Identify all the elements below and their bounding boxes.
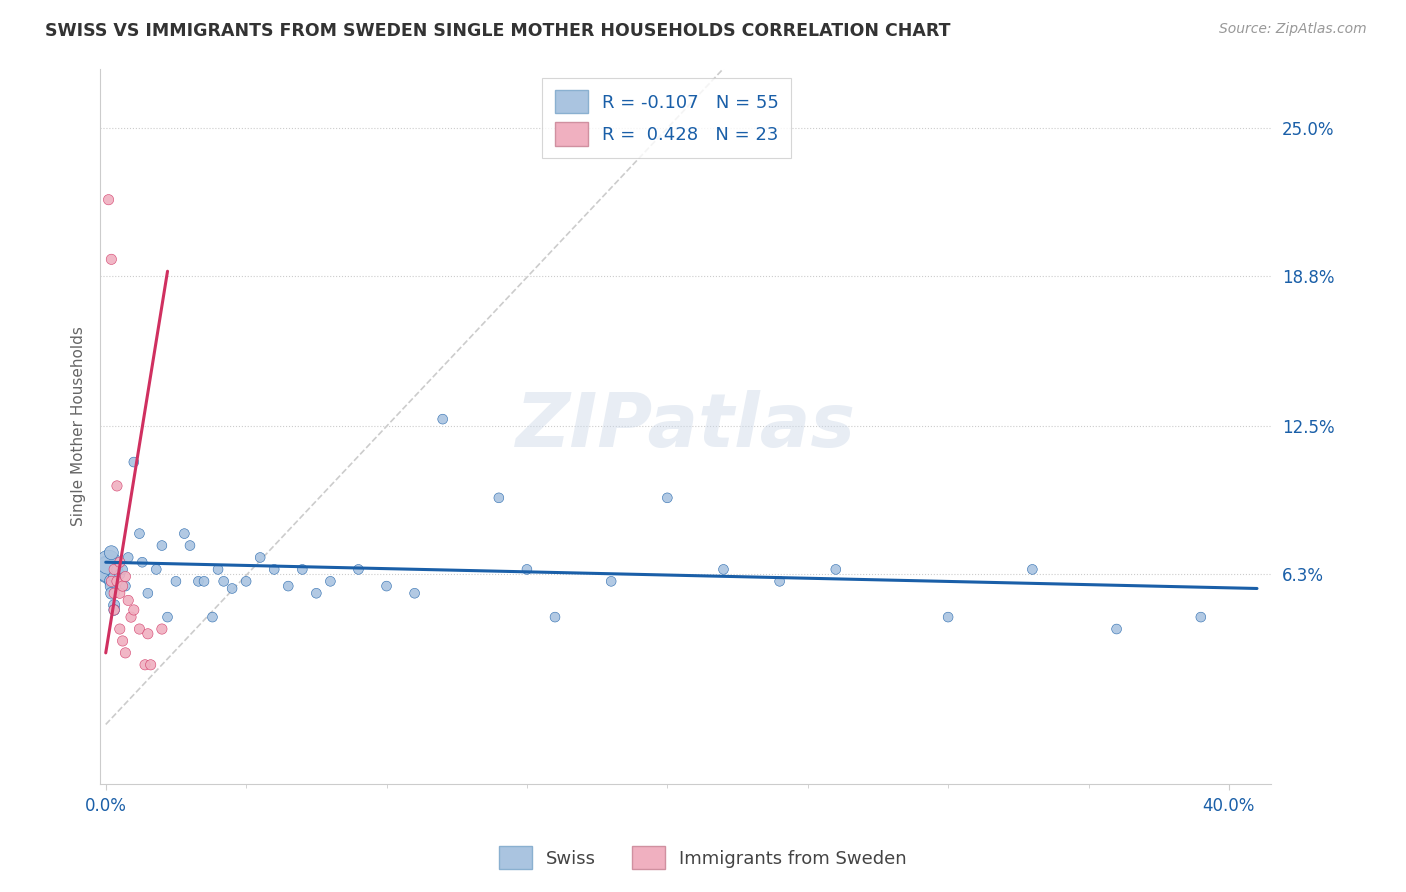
Point (713, 562, 735, 576)
Point (120, 610, 142, 624)
Legend: Swiss, Immigrants from Sweden: Swiss, Immigrants from Sweden (491, 838, 915, 879)
Point (824, 562, 846, 576)
Point (600, 574, 623, 589)
Point (97, 555, 120, 569)
Point (544, 610, 567, 624)
Point (103, 603, 125, 617)
Point (1189, 610, 1212, 624)
Point (100, 546, 122, 560)
Point (103, 603, 125, 617)
Point (207, 562, 229, 576)
Point (111, 634, 134, 648)
Point (111, 579, 134, 593)
Point (1021, 562, 1043, 576)
Point (235, 574, 257, 589)
Point (108, 555, 131, 569)
Point (97, 562, 120, 576)
Point (201, 610, 224, 624)
Point (134, 657, 156, 672)
Point (105, 479, 128, 493)
Point (291, 562, 314, 576)
Point (108, 586, 131, 600)
Point (100, 586, 122, 600)
Point (221, 582, 243, 596)
Point (103, 569, 125, 583)
Point (488, 491, 510, 505)
Point (319, 574, 342, 589)
Point (139, 657, 162, 672)
Point (516, 562, 538, 576)
Point (277, 579, 299, 593)
Point (375, 579, 398, 593)
Point (150, 539, 173, 553)
Point (111, 562, 134, 576)
Point (114, 569, 136, 583)
Point (173, 526, 195, 541)
Point (136, 627, 159, 641)
Point (212, 574, 235, 589)
Point (150, 622, 173, 636)
Point (187, 574, 209, 589)
Point (404, 586, 426, 600)
Point (936, 610, 959, 624)
Point (97, 193, 120, 207)
Point (145, 562, 167, 576)
Point (249, 550, 271, 565)
Point (136, 586, 159, 600)
Point (108, 622, 131, 636)
Point (128, 622, 150, 636)
Point (103, 586, 125, 600)
Point (105, 574, 128, 589)
Point (128, 526, 150, 541)
Point (108, 579, 131, 593)
Point (108, 567, 131, 582)
Point (657, 491, 679, 505)
Point (179, 539, 201, 553)
Point (263, 562, 285, 576)
Point (100, 252, 122, 267)
Point (105, 562, 128, 576)
Point (117, 593, 139, 607)
Point (156, 610, 179, 624)
Point (305, 586, 328, 600)
Point (103, 562, 125, 576)
Point (1105, 622, 1128, 636)
Point (165, 574, 187, 589)
Point (122, 603, 145, 617)
Point (114, 646, 136, 660)
Point (97, 562, 120, 576)
Legend: R = -0.107   N = 55, R =  0.428   N = 23: R = -0.107 N = 55, R = 0.428 N = 23 (543, 78, 792, 158)
Point (103, 598, 125, 612)
Text: SWISS VS IMMIGRANTS FROM SWEDEN SINGLE MOTHER HOUSEHOLDS CORRELATION CHART: SWISS VS IMMIGRANTS FROM SWEDEN SINGLE M… (45, 22, 950, 40)
Y-axis label: Single Mother Households: Single Mother Households (72, 326, 86, 526)
Point (193, 574, 215, 589)
Point (117, 550, 139, 565)
Point (100, 574, 122, 589)
Point (122, 455, 145, 469)
Text: Source: ZipAtlas.com: Source: ZipAtlas.com (1219, 22, 1367, 37)
Point (100, 574, 122, 589)
Text: ZIPatlas: ZIPatlas (516, 390, 856, 463)
Point (131, 555, 153, 569)
Point (347, 562, 370, 576)
Point (432, 412, 454, 426)
Point (769, 574, 792, 589)
Point (114, 579, 136, 593)
Point (100, 579, 122, 593)
